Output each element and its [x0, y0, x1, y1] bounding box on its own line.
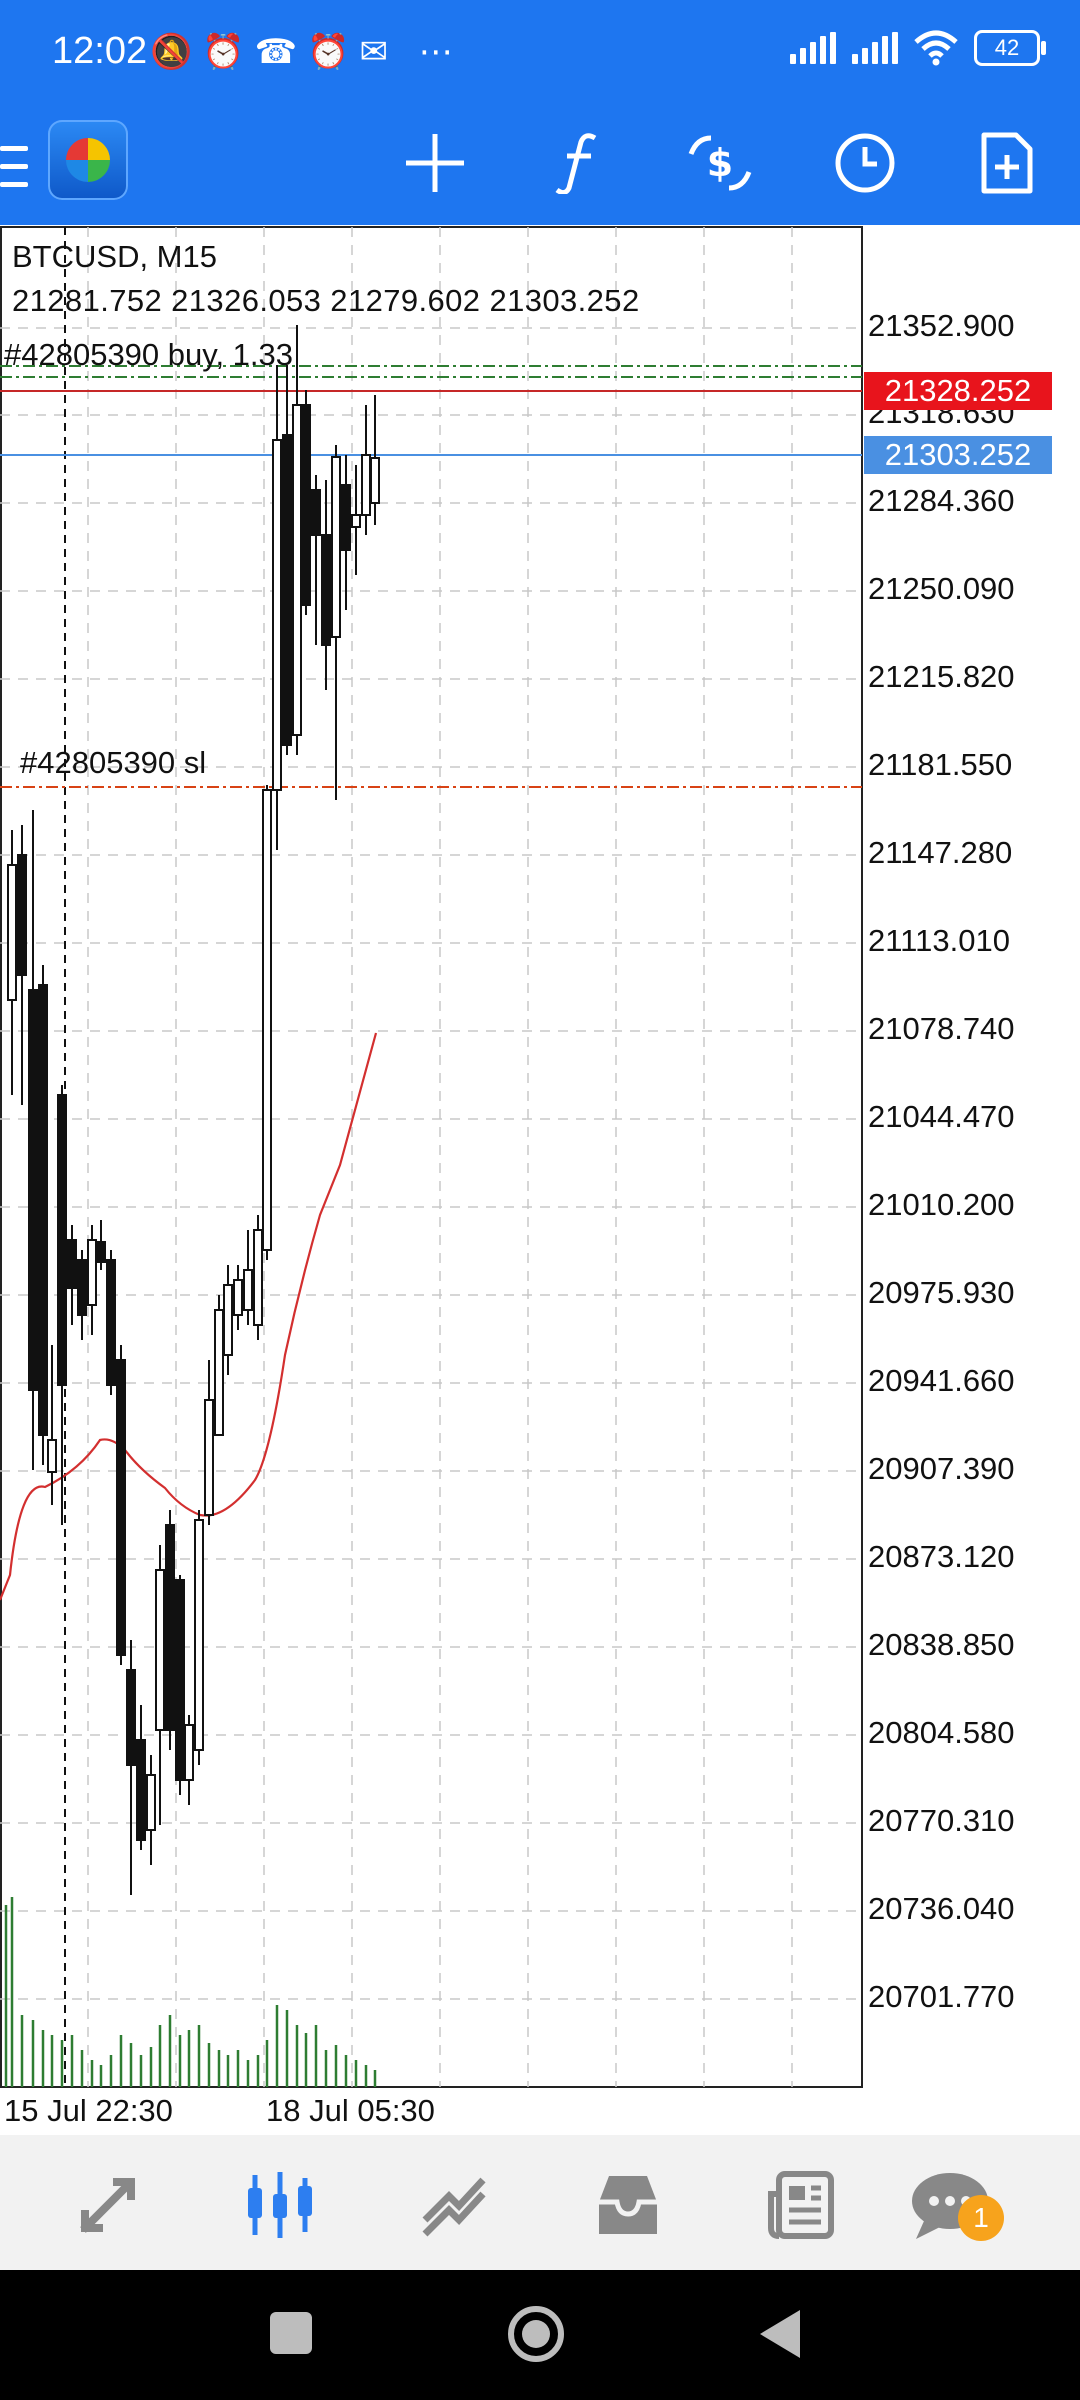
price-axis-label: 20941.660: [868, 1363, 1015, 1398]
price-axis-label: 20838.850: [868, 1627, 1015, 1662]
price-axis-label: 21078.740: [868, 1011, 1015, 1046]
price-axis-label: 20907.390: [868, 1451, 1015, 1486]
price-axis-label: 20770.310: [868, 1803, 1015, 1838]
price-axis-label: 20873.120: [868, 1539, 1015, 1574]
status-notification-icons: 🔕⏰☎⏰✉ ⋯: [150, 32, 463, 72]
order-price-tag: 21328.252: [864, 372, 1052, 410]
stop-loss-label[interactable]: #42805390 sl: [20, 745, 207, 780]
menu-icon[interactable]: [0, 146, 28, 190]
top-toolbar: $: [0, 110, 1080, 225]
ohlc-values: 21281.752 21326.053 21279.602 21303.252: [12, 283, 640, 318]
status-time: 12:02: [52, 30, 148, 72]
bottom-navigation: 1: [0, 2135, 1080, 2270]
chart-canvas[interactable]: [0, 225, 1080, 2135]
price-axis-label: 20736.040: [868, 1891, 1015, 1926]
recents-button: [270, 2312, 312, 2354]
quotes-icon[interactable]: [68, 2165, 148, 2245]
price-axis-label: 21352.900: [868, 308, 1015, 343]
bid-price-tag: 21303.252: [864, 436, 1052, 474]
signal-icon: [852, 32, 898, 64]
time-axis-label: 18 Jul 05:30: [266, 2093, 435, 2128]
messages-badge: 1: [958, 2195, 1004, 2241]
battery-icon: 42: [974, 30, 1046, 66]
price-axis-label: 21215.820: [868, 659, 1015, 694]
back-button: [760, 2310, 800, 2358]
history-icon[interactable]: [588, 2165, 668, 2245]
price-axis-label: 20701.770: [868, 1979, 1015, 2014]
price-axis-label: 20804.580: [868, 1715, 1015, 1750]
price-axis-label: 21250.090: [868, 571, 1015, 606]
function-icon[interactable]: [545, 128, 615, 198]
price-axis-label: 21147.280: [868, 835, 1013, 870]
price-chart[interactable]: BTCUSD, M15 21281.752 21326.053 21279.60…: [0, 225, 1080, 2135]
signal-icon: [790, 32, 836, 64]
trade-icon[interactable]: [414, 2165, 494, 2245]
history-clock-icon[interactable]: [830, 128, 900, 198]
price-axis-label: 20975.930: [868, 1275, 1015, 1310]
home-button: [508, 2306, 564, 2362]
symbol-timeframe: BTCUSD, M15: [12, 239, 217, 274]
app-logo[interactable]: [48, 120, 128, 200]
trade-icon[interactable]: $: [685, 128, 755, 198]
order-label[interactable]: #42805390 buy, 1.33: [4, 337, 294, 372]
crosshair-icon[interactable]: [400, 128, 470, 198]
price-axis-label: 21181.550: [868, 747, 1013, 782]
price-axis-label: 21010.200: [868, 1187, 1015, 1222]
chart-icon[interactable]: [240, 2165, 320, 2245]
status-bar: 12:02 🔕⏰☎⏰✉ ⋯ 42: [0, 0, 1080, 110]
price-axis-label: 21044.470: [868, 1099, 1015, 1134]
price-axis-label: 21284.360: [868, 483, 1015, 518]
wifi-icon: [914, 30, 958, 66]
new-document-icon[interactable]: [972, 128, 1042, 198]
status-right: 42: [790, 30, 1046, 66]
time-axis-label: 15 Jul 22:30: [4, 2093, 173, 2128]
news-icon[interactable]: [760, 2165, 840, 2245]
price-axis-label: 21113.010: [868, 923, 1010, 958]
system-navigation: [0, 2270, 1080, 2400]
svg-text:$: $: [707, 141, 733, 185]
